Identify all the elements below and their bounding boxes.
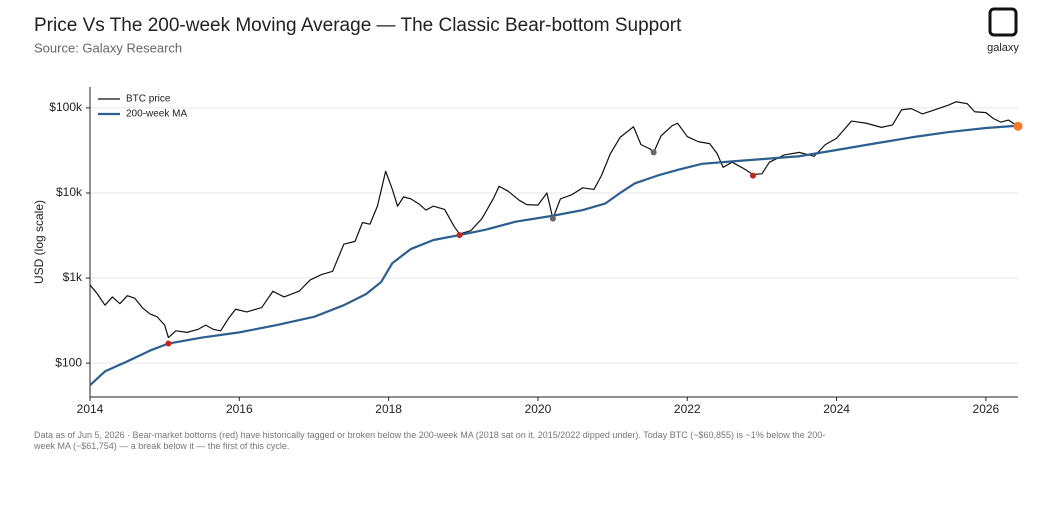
chart-title: Price Vs The 200-week Moving Average — T… — [34, 15, 682, 36]
legend-label: BTC price — [126, 94, 171, 105]
y-tick-label: $1k — [63, 270, 83, 284]
x-tick-label: 2024 — [823, 402, 850, 416]
x-tick-label: 2022 — [674, 402, 701, 416]
x-tick-label: 2020 — [525, 402, 552, 416]
y-axis-label: USD (log scale) — [32, 200, 46, 284]
legend-label: 200-week MA — [126, 109, 187, 120]
series-line — [89, 124, 1019, 387]
brand-logo — [988, 7, 1018, 37]
note-box: Data as of Jun 5, 2026 · Bear-market bot… — [34, 430, 826, 451]
series-line — [89, 101, 1019, 339]
highlight-point — [749, 172, 756, 179]
x-tick-label: 2026 — [973, 402, 1000, 416]
y-tick-label: $10k — [56, 185, 83, 199]
highlight-point — [549, 215, 556, 222]
brand-name: galaxy — [987, 42, 1019, 54]
note: Data as of Jun 5, 2026 · Bear-market bot… — [34, 430, 826, 451]
highlight-point — [650, 149, 657, 156]
y-tick-label: $100 — [55, 355, 82, 369]
y-tick-label: $100k — [49, 100, 83, 114]
chart-subtitle: Source: Galaxy Research — [34, 40, 182, 55]
highlight-point — [456, 232, 463, 239]
x-tick-label: 2016 — [226, 402, 253, 416]
x-tick-label: 2014 — [77, 402, 104, 416]
highlight-point — [1013, 121, 1023, 131]
x-tick-label: 2018 — [375, 402, 402, 416]
highlight-point — [165, 340, 172, 347]
